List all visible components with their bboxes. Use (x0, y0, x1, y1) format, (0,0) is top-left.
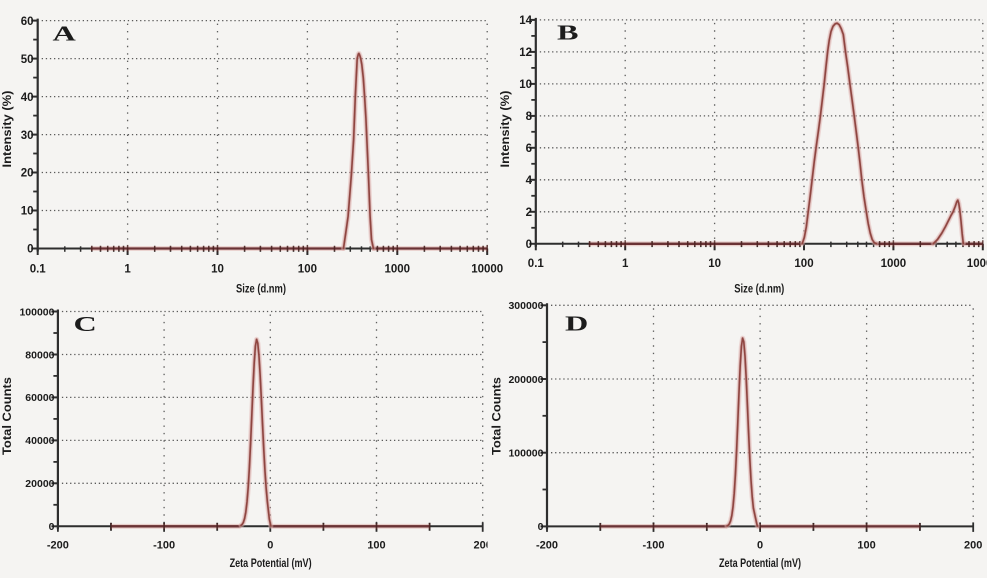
svg-text:40: 40 (21, 92, 34, 104)
svg-text:10000: 10000 (967, 258, 987, 270)
svg-text:Size (d.nm): Size (d.nm) (734, 284, 784, 296)
svg-text:100: 100 (857, 540, 875, 552)
svg-text:12: 12 (519, 47, 532, 59)
svg-text:1: 1 (622, 258, 629, 270)
svg-text:300000: 300000 (508, 300, 543, 312)
svg-text:Intensity (%): Intensity (%) (2, 90, 14, 167)
svg-text:10000: 10000 (471, 264, 503, 276)
svg-text:100: 100 (298, 264, 317, 276)
svg-text:10: 10 (519, 79, 532, 91)
svg-text:-100: -100 (642, 540, 664, 552)
svg-text:60000: 60000 (25, 392, 54, 404)
svg-text:10: 10 (211, 264, 224, 276)
svg-text:10: 10 (708, 258, 721, 270)
svg-text:8: 8 (526, 111, 533, 123)
svg-text:14: 14 (519, 15, 532, 27)
svg-text:0.1: 0.1 (528, 258, 545, 270)
svg-text:0: 0 (757, 540, 763, 552)
svg-text:100: 100 (794, 258, 813, 270)
svg-text:1000: 1000 (385, 264, 411, 276)
svg-text:C: C (74, 312, 97, 336)
svg-text:A: A (53, 21, 77, 45)
svg-text:0: 0 (526, 239, 532, 251)
svg-text:20: 20 (21, 168, 34, 180)
svg-text:Size (d.nm): Size (d.nm) (236, 284, 286, 296)
svg-text:20000: 20000 (25, 478, 54, 490)
svg-text:0: 0 (49, 521, 55, 533)
svg-text:Total Counts: Total Counts (2, 377, 14, 455)
svg-text:0: 0 (267, 540, 273, 552)
svg-text:0: 0 (538, 521, 544, 533)
svg-text:10: 10 (21, 206, 34, 218)
svg-text:2: 2 (526, 207, 532, 219)
svg-text:1000: 1000 (881, 258, 907, 270)
svg-text:200: 200 (474, 540, 492, 552)
svg-text:6: 6 (526, 143, 532, 155)
svg-text:100000: 100000 (508, 448, 543, 460)
svg-text:-200: -200 (47, 540, 69, 552)
svg-text:4: 4 (526, 175, 533, 187)
svg-text:Zeta Potential (mV): Zeta Potential (mV) (230, 558, 312, 570)
svg-text:D: D (565, 312, 588, 336)
svg-text:0.1: 0.1 (30, 264, 47, 276)
svg-text:200: 200 (964, 540, 982, 552)
svg-text:Total Counts: Total Counts (492, 377, 504, 455)
svg-text:0: 0 (27, 244, 33, 256)
svg-text:-200: -200 (536, 540, 558, 552)
svg-text:100: 100 (367, 540, 385, 552)
svg-text:Intensity (%): Intensity (%) (500, 90, 512, 167)
svg-text:80000: 80000 (25, 349, 54, 361)
svg-text:-100: -100 (153, 540, 175, 552)
svg-text:200000: 200000 (508, 374, 543, 386)
svg-text:60: 60 (21, 16, 34, 28)
svg-text:100000: 100000 (19, 306, 54, 318)
svg-text:1: 1 (124, 264, 131, 276)
svg-text:40000: 40000 (25, 435, 54, 447)
svg-text:30: 30 (21, 130, 34, 142)
svg-text:50: 50 (21, 54, 34, 66)
svg-text:Zeta Potential (mV): Zeta Potential (mV) (719, 558, 801, 570)
svg-text:B: B (557, 21, 579, 45)
